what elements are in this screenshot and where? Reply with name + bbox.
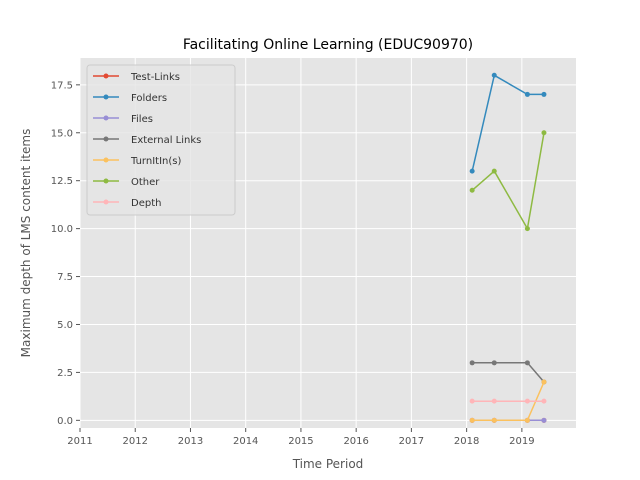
x-tick-label: 2017	[399, 436, 424, 447]
series-other	[469, 130, 547, 232]
data-point-turnitin-s	[524, 417, 530, 423]
y-axis-label: Maximum depth of LMS content items	[19, 129, 33, 358]
legend-box	[86, 64, 236, 216]
series-depth	[469, 398, 547, 404]
series-line-external-links	[472, 362, 545, 383]
legend-entry: Folders	[93, 93, 167, 104]
legend-marker	[103, 136, 109, 142]
y-tick-label: 12.5	[51, 176, 73, 187]
x-tick-label: 2011	[67, 436, 92, 447]
legend-marker	[103, 73, 109, 79]
chart-title: Facilitating Online Learning (EDUC90970)	[183, 37, 473, 53]
legend-entry: TurnItIn(s)	[93, 156, 181, 167]
data-point-turnitin-s	[491, 417, 497, 423]
series-line-other	[471, 132, 545, 231]
data-point-external-links	[469, 360, 475, 366]
x-tick-label: 2016	[343, 436, 368, 447]
y-tick-label: 0.0	[57, 416, 73, 427]
data-point-external-links	[524, 360, 530, 366]
legend-marker	[103, 115, 109, 121]
y-tick-label: 5.0	[57, 320, 73, 331]
legend-entry: Other	[93, 177, 160, 188]
legend-label: Test-Links	[130, 72, 180, 83]
legend-label: Depth	[131, 198, 161, 209]
legend-marker	[103, 94, 109, 100]
y-tick-label: 7.5	[57, 272, 73, 283]
legend-entry: Depth	[93, 198, 161, 209]
y-tick-label: 17.5	[51, 80, 73, 91]
data-point-turnitin-s	[469, 417, 475, 423]
data-point-turnitin-s	[541, 379, 547, 385]
x-tick-label: 2018	[454, 436, 479, 447]
legend-label: Folders	[131, 93, 167, 104]
legend-marker	[103, 178, 109, 184]
legend-label: TurnItIn(s)	[130, 156, 181, 167]
data-point-other	[469, 187, 475, 193]
x-axis-label: Time Period	[292, 457, 364, 471]
data-point-folders	[541, 91, 547, 97]
y-tick-label: 10.0	[51, 224, 73, 235]
data-point-depth	[469, 398, 475, 404]
y-tick-label: 2.5	[57, 368, 73, 379]
x-tick-label: 2019	[509, 436, 534, 447]
legend-marker	[103, 199, 109, 205]
x-tick-label: 2015	[288, 436, 313, 447]
x-tick-label: 2014	[233, 436, 258, 447]
data-point-other	[491, 168, 497, 174]
data-point-external-links	[491, 360, 497, 366]
data-point-folders	[524, 91, 530, 97]
series-layer	[469, 72, 547, 423]
series-line-folders	[471, 74, 544, 172]
x-tick-label: 2012	[123, 436, 148, 447]
x-axis-ticks: 2011 2012 2013 2014 2015 2016 2017 2018 2019	[67, 428, 535, 447]
data-point-depth	[541, 398, 547, 404]
data-point-depth	[491, 398, 497, 404]
x-tick-label: 2013	[178, 436, 203, 447]
legend-label: Files	[131, 114, 153, 125]
data-point-other	[524, 226, 530, 232]
legend-label: External Links	[131, 135, 201, 146]
y-tick-label: 15.0	[51, 128, 73, 139]
legend-entry: External Links	[93, 135, 201, 146]
data-point-other	[541, 130, 547, 136]
legend: Test-Links Folders Files External Links Turn…	[86, 64, 236, 216]
legend-label: Other	[131, 177, 160, 188]
legend-entry: Files	[93, 114, 153, 125]
data-point-files	[541, 417, 547, 423]
y-axis-ticks: 0.0 2.5 5.0 7.5 10.0 12.5 15.0 17.5	[51, 80, 80, 427]
data-point-folders	[491, 72, 497, 78]
legend-entry: Test-Links	[93, 72, 180, 83]
data-point-folders	[469, 168, 475, 174]
legend-marker	[103, 157, 109, 163]
series-external-links	[469, 360, 547, 385]
data-point-depth	[524, 398, 530, 404]
series-folders	[469, 72, 547, 174]
